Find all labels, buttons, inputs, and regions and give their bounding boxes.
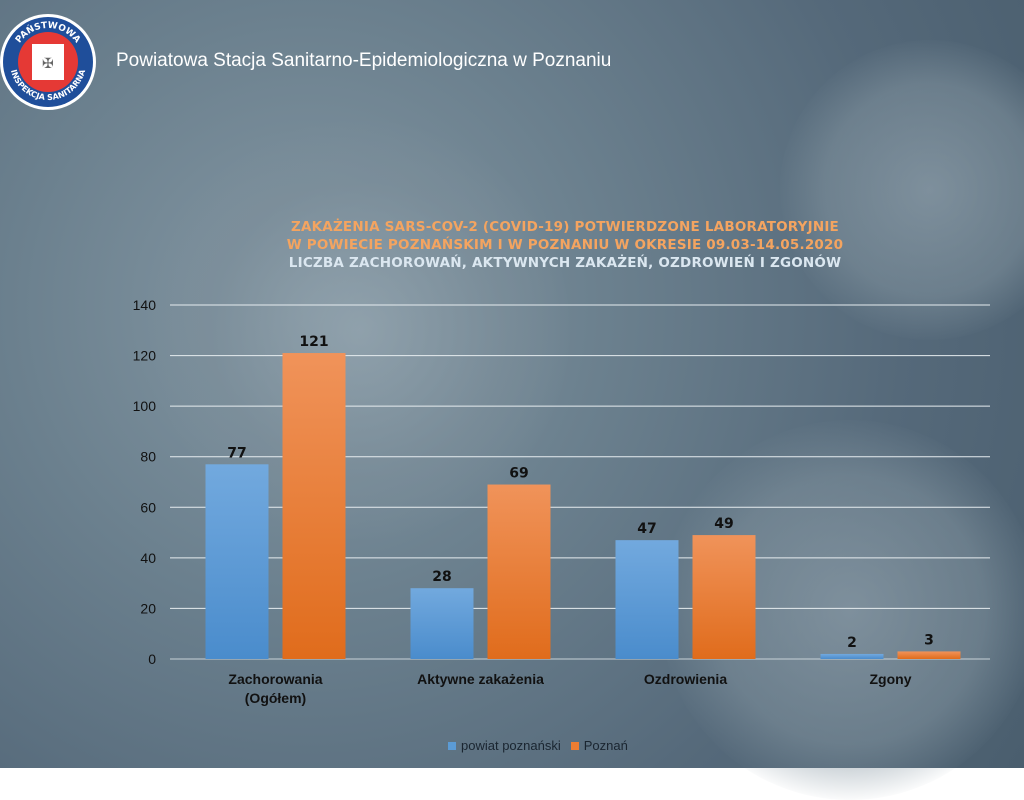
data-label: 49 (714, 516, 733, 532)
bar-series2 (282, 353, 346, 659)
bar-chart: 0 20 40 60 80 100 120 140 77 121 Zachorowania (Ogół… (133, 297, 990, 706)
y-tick-label: 20 (140, 600, 156, 616)
svg-text:✠: ✠ (42, 56, 54, 72)
y-tick-label: 80 (140, 449, 156, 465)
header-title: Powiatowa Stacja Sanitarno-Epidemiologic… (116, 50, 612, 71)
data-label: 47 (637, 521, 656, 537)
chart-title-line-1: ZAKAŻENIA SARS-COV-2 (COVID-19) POTWIERD… (291, 219, 839, 235)
bar-series2 (487, 484, 551, 659)
x-tick-label: Aktywne zakażenia (417, 671, 544, 687)
x-tick-label: Zgony (870, 671, 912, 687)
y-tick-label: 0 (148, 651, 156, 667)
y-tick-label: 100 (133, 398, 157, 414)
data-label: 28 (432, 569, 451, 585)
legend-item-series1: powiat poznański (448, 738, 561, 753)
y-tick-label: 120 (133, 348, 157, 364)
bar-series1 (615, 540, 679, 659)
bar-series2 (897, 651, 961, 659)
logo: ✠ PAŃSTWOWA INSPEKCJA SANITARNA (0, 14, 96, 110)
bar-series1 (410, 588, 474, 659)
data-label: 69 (509, 466, 528, 482)
chart-title-line-2: W POWIECIE POZNAŃSKIM I W POZNANIU W OKR… (286, 237, 844, 253)
legend-item-series2: Poznań (570, 738, 628, 753)
y-tick-label: 40 (140, 550, 156, 566)
chart-subtitle: LICZBA ZACHOROWAŃ, AKTYWNYCH ZAKAŻEŃ, OZ… (288, 255, 842, 271)
y-tick-label: 60 (140, 499, 156, 515)
data-label: 3 (924, 632, 934, 648)
x-tick-label: Zachorowania (228, 671, 322, 687)
bar-series1 (205, 464, 269, 659)
data-label: 2 (847, 635, 857, 651)
x-tick-label: (Ogółem) (245, 690, 306, 706)
data-label: 77 (227, 445, 246, 461)
bar-series2 (692, 535, 756, 659)
legend: powiat poznański Poznań (448, 738, 628, 753)
bar-series1 (820, 653, 884, 659)
data-label: 121 (299, 334, 328, 350)
y-tick-label: 140 (133, 297, 157, 313)
x-tick-label: Ozdrowienia (644, 671, 727, 687)
